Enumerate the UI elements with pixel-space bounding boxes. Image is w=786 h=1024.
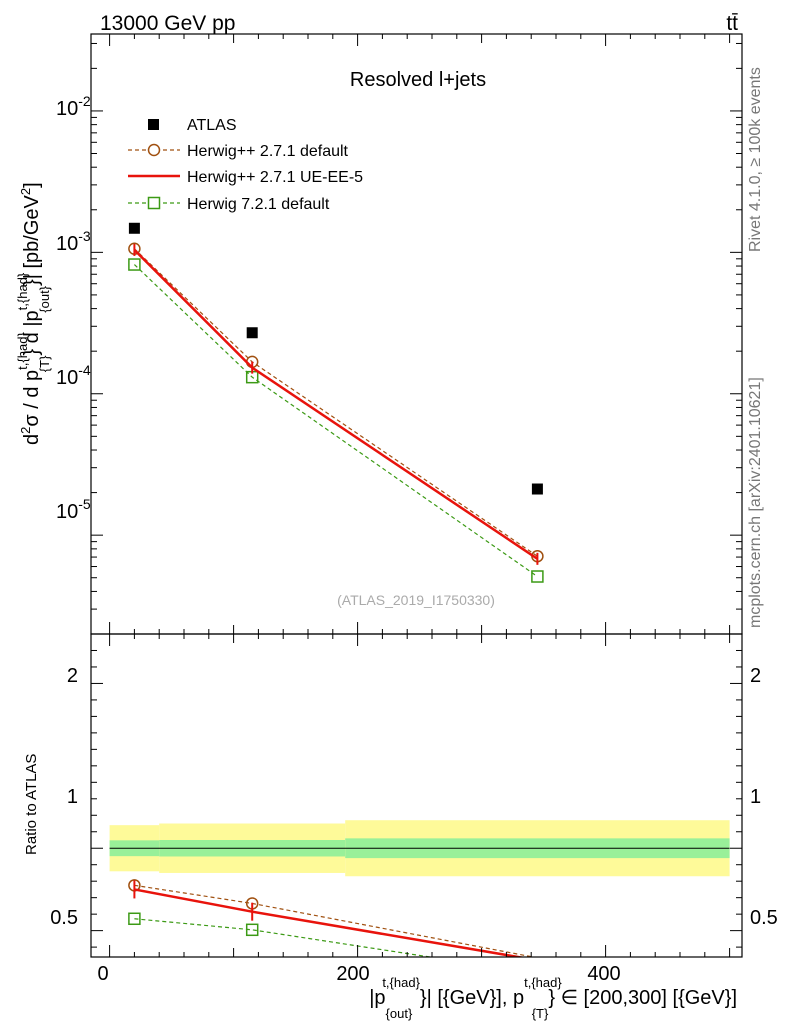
series-marker-square [531,570,544,583]
main-series-group [128,222,544,583]
main-axis-ticks [91,34,742,646]
ratio-tick-label-05-left: 0.5 [50,907,78,929]
series-line-1 [133,249,539,560]
legend: ATLAS Herwig++ 2.7.1 default Herwig++ 2.… [128,117,363,213]
y-tick-label-1e-2: 10-2 [56,93,91,120]
ratio-axis-ticks [91,649,742,957]
analysis-label: (ATLAS_2019_I1750330) [337,592,495,608]
legend-herwig7-label: Herwig 7.2.1 default [187,196,330,213]
x-axis-label: |p{out}t,{had}}| [{GeV}], pt,{had} {T}} ∈… [369,975,737,1021]
rivet-version-label: Rivet 4.1.0, ≥ 100k events [747,67,764,252]
legend-herwigpp-default-marker [147,143,161,157]
chart-title: Resolved l+jets [350,69,486,91]
main-panel: Resolved l+jets (ATLAS_2019_I1750330) 10… [15,33,743,646]
process-label: tt̄ [726,12,738,35]
energy-label: 13000 GeV pp [100,12,235,35]
ratio-tick-label-2-right: 2 [750,665,761,687]
y-tick-label-1e-3: 10-3 [56,228,91,255]
legend-herwig7-marker [147,196,161,210]
ratio-marker-square [128,912,141,926]
y-tick-label-1e-4: 10-4 [56,362,91,389]
ratio-tick-label-05-right: 0.5 [750,907,778,929]
ratio-tick-label-2-left: 2 [67,665,78,687]
series-line-0 [133,248,538,557]
ratio-tick-label-1-left: 1 [67,786,78,808]
atlas-data-point [531,483,543,495]
x-tick-label-0: 0 [97,963,108,985]
legend-atlas-label: ATLAS [187,117,237,134]
series-marker-square [128,258,141,271]
ratio-panel: 2 1 0.5 2 1 0.5 Ratio to ATLAS 0 200 400… [23,633,778,1021]
legend-herwigpp-default-label: Herwig++ 2.7.1 default [187,143,349,160]
x-tick-label-400: 400 [587,963,620,985]
ratio-marker-square [245,923,259,937]
atlas-data-point [246,327,258,339]
ratio-line-0 [134,884,537,957]
ratio-y-axis-label: Ratio to ATLAS [23,754,40,855]
ratio-series-group [128,879,537,957]
y-tick-label-1e-5: 10-5 [56,496,91,523]
y-axis-label: d2σ / d pt,{had} {T}} d |pt,{had} {out}}| … [15,182,52,445]
series-line-2 [133,264,538,578]
x-tick-label-200: 200 [336,963,369,985]
legend-herwigpp-ueee5-label: Herwig++ 2.7.1 UE-EE-5 [187,169,363,186]
atlas-data-point [128,222,140,234]
mcplots-url-label: mcplots.cern.ch [arXiv:2401.10621] [747,377,764,628]
ratio-frame [90,633,743,958]
legend-atlas-marker [148,119,159,130]
ratio-tick-label-1-right: 1 [750,786,761,808]
ratio-line-1 [134,888,526,957]
